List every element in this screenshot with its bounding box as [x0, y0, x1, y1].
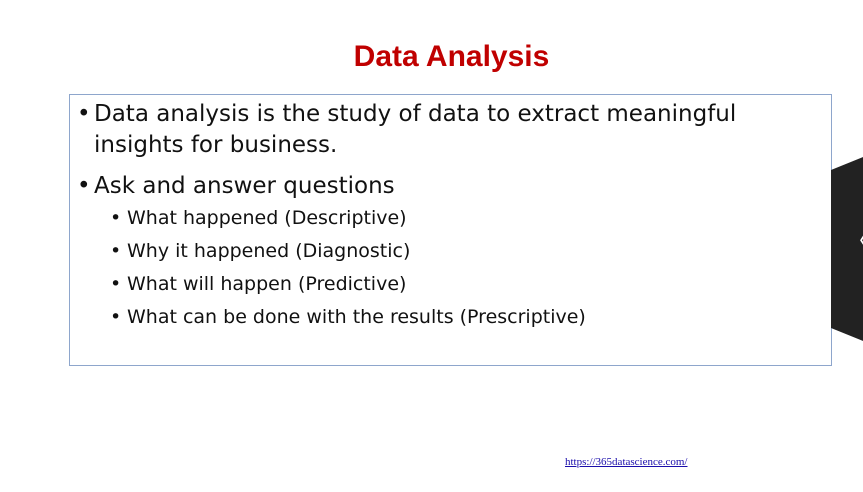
bullet-text-line: insights for business. — [94, 132, 338, 158]
bullet-text-line: Ask and answer questions — [94, 173, 395, 199]
content-box: • Data analysis is the study of data to … — [69, 94, 832, 366]
sub-bullet-text: What will happen (Predictive) — [127, 273, 407, 295]
bullet-text-line: Data analysis is the study of data to ex… — [94, 101, 737, 127]
source-link[interactable]: https://365datascience.com/ — [565, 456, 688, 468]
chevron-left-icon[interactable]: 〈 — [846, 226, 863, 256]
bullet-glyph: • — [110, 306, 122, 328]
sub-bullet-text: What can be done with the results (Presc… — [127, 306, 586, 328]
sub-bullet-text: What happened (Descriptive) — [127, 207, 407, 229]
bullet-glyph: • — [110, 207, 122, 229]
bullet-glyph: • — [77, 173, 91, 199]
sub-bullet-text: Why it happened (Diagnostic) — [127, 240, 411, 262]
bullet-glyph: • — [77, 101, 91, 127]
bullet-glyph: • — [110, 273, 122, 295]
slide-title: Data Analysis — [353, 40, 550, 73]
bullet-glyph: • — [110, 240, 122, 262]
